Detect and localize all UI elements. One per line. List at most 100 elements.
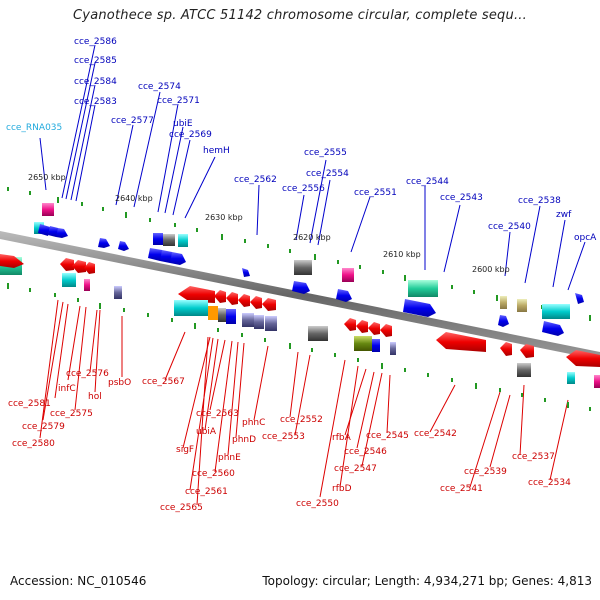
gene-block [542,304,570,319]
gene-arrow [56,228,68,238]
gene-block [42,203,54,216]
gene-arrow [344,318,356,331]
gene-block [174,300,208,316]
gene-block [517,299,527,312]
gene-block [62,273,76,287]
gene-block [84,279,90,291]
gene-label: cce_2584 [74,77,117,87]
gene-label: cce_2556 [282,184,325,194]
gene-label: hol [88,392,102,402]
gene-block [594,375,600,388]
gene-label: cce_2581 [8,399,51,409]
gene-block [34,222,44,234]
gene-label: cce_2561 [185,487,228,497]
gene-block [354,336,372,351]
gene-label: cce_2542 [414,429,457,439]
gene-label: cce_2550 [296,499,339,509]
gene-arrow [500,342,512,356]
gene-block [114,286,122,299]
gene-label: ubiE [173,119,193,129]
gene-label: opcA [574,233,597,243]
gene-label: phnD [232,435,256,445]
gene-arrow [368,322,380,335]
gene-arrow [520,344,534,358]
scale-label-2650: 2650 kbp [28,173,66,182]
gene-label: ubiA [196,427,217,437]
gene-arrow [84,262,95,274]
gene-arrow [72,260,86,273]
gene-label: cce_2585 [74,56,117,66]
gene-label: cce_2583 [74,97,117,107]
gene-label: cce_2546 [344,447,387,457]
gene-label: cce_2565 [160,503,203,513]
gene-arrow [98,238,110,248]
gene-arrow [0,254,24,268]
bottom-leader-lines [39,299,569,506]
gene-label: cce_2539 [464,467,507,477]
gene-label: cce_2545 [366,431,409,441]
summary-text: Topology: circular; Length: 4,934,271 bp… [262,574,592,588]
gene-label: cce_2560 [192,469,235,479]
gene-label: cce_2534 [528,478,571,488]
gene-label: cce_2579 [22,422,65,432]
gene-arrow [170,252,186,265]
gene-arrow [566,350,600,367]
gene-block [153,233,163,245]
gene-label: hemH [203,146,230,156]
reverse-genes [0,254,600,388]
gene-block [254,315,264,329]
forward-genes [34,203,584,336]
gene-label: cce_RNA035 [6,123,62,133]
map-title: Cyanothece sp. ATCC 51142 chromosome cir… [73,8,527,23]
gene-block [208,306,218,320]
gene-block [178,234,188,247]
gene-block [294,260,312,275]
gene-label: cce_2576 [66,369,109,379]
gene-arrow [38,224,50,236]
gene-label: cce_2577 [111,116,154,126]
gene-block [163,234,175,246]
scale-label-2610: 2610 kbp [383,250,421,259]
gene-label: sigF [176,445,194,455]
gene-label: psbO [108,378,131,388]
scale-label-2620: 2620 kbp [293,233,331,242]
gene-label: cce_2552 [280,415,323,425]
gene-label: cce_2553 [262,432,305,442]
gene-block [342,268,354,282]
gene-block [408,280,438,297]
gene-arrow [380,324,392,337]
gene-block [390,342,396,355]
gene-label: cce_2544 [406,177,449,187]
gene-arrow [436,332,486,352]
gene-label: cce_2586 [74,37,117,47]
gene-block [372,339,380,352]
gene-label: rfbD [332,484,352,494]
accession-text: Accession: NC_010546 [10,574,147,588]
gene-block [218,308,226,322]
bottom-gene-labels: cce_2576 infC hol psbO cce_2581 cce_2575… [8,369,571,513]
scale-label-2630: 2630 kbp [205,213,243,222]
gene-label: cce_2538 [518,196,561,206]
gene-arrow [242,268,250,277]
gene-arrow [238,294,250,307]
gene-arrow [118,241,129,251]
gene-label: phnC [242,418,265,428]
gene-arrow [250,296,262,309]
gene-label: cce_2574 [138,82,181,92]
gene-label: cce_2554 [306,169,349,179]
top-leader-lines [39,44,586,291]
gene-label: cce_2569 [169,130,212,140]
gene-label: cce_2543 [440,193,483,203]
scale-label-2600: 2600 kbp [472,265,510,274]
gene-arrow [336,289,352,302]
gene-label: cce_2562 [234,175,277,185]
gene-block [242,313,254,327]
gene-block [517,363,531,377]
gene-arrow [575,293,584,304]
chromosome-backbone [0,231,600,360]
gene-arrow [60,258,74,271]
gene-arrow [178,286,215,303]
gene-arrow [498,315,509,327]
gene-block [265,316,277,331]
